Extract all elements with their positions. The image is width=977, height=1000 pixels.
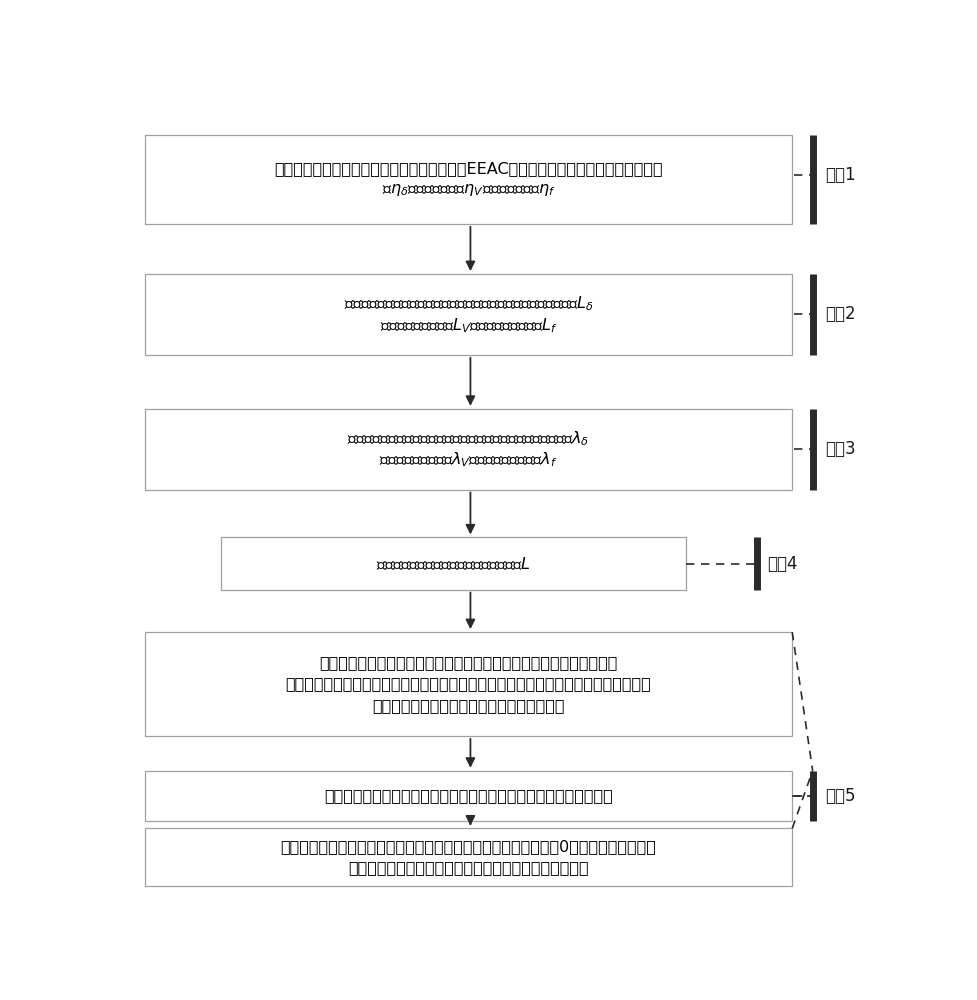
Bar — [145, 274, 792, 355]
Text: 计算多种稳定问题的矩阵式量化评价指标$L$: 计算多种稳定问题的矩阵式量化评价指标$L$ — [376, 555, 531, 572]
Bar — [145, 135, 792, 224]
Text: 根据多种稳定问题量化指标或多稳定问题影响因子矩阵选择控制措施: 根据多种稳定问题量化指标或多稳定问题影响因子矩阵选择控制措施 — [324, 788, 613, 803]
Bar — [145, 409, 792, 490]
Text: 案，并以目标函数最小确定最佳方案，直到系统安全稳定: 案，并以目标函数最小确定最佳方案，直到系统安全稳定 — [348, 861, 589, 876]
Bar — [145, 771, 792, 821]
Bar — [221, 537, 686, 590]
Text: 将相同类型的控制措施归为一类，在二维坐标轴上绘制各类控制措施的: 将相同类型的控制措施归为一类，在二维坐标轴上绘制各类控制措施的 — [319, 655, 617, 670]
Text: 度$\eta_{\delta}$，电压稳定裕度$\eta_V$，频率稳定裕度$\eta_f$: 度$\eta_{\delta}$，电压稳定裕度$\eta_V$，频率稳定裕度$\… — [382, 182, 555, 198]
Text: 、电压稳定量化指标$L_V$、频率稳定量化指标$L_f$: 、电压稳定量化指标$L_V$、频率稳定量化指标$L_f$ — [380, 316, 557, 335]
Text: 按照多种稳定问题控制措施优化排列顺序形成系统稳定裕度均大于0的交直流协调控制方: 按照多种稳定问题控制措施优化排列顺序形成系统稳定裕度均大于0的交直流协调控制方 — [280, 839, 657, 854]
Text: 步骤5: 步骤5 — [825, 787, 855, 805]
Text: 步骤2: 步骤2 — [825, 305, 856, 323]
Text: 功角点序列、电压点序列和频率点序列，利用最小二乘法对三个点序列进行分段线性拟: 功角点序列、电压点序列和频率点序列，利用最小二乘法对三个点序列进行分段线性拟 — [285, 677, 652, 692]
Text: 对典型扰动进行系统暂态稳定时域仿真，基于EEAC方法计算系统稳定裕度含功角稳定裕: 对典型扰动进行系统暂态稳定时域仿真，基于EEAC方法计算系统稳定裕度含功角稳定裕 — [275, 161, 662, 176]
Text: 合，求取控制措施的多稳定问题影响因子矩阵: 合，求取控制措施的多稳定问题影响因子矩阵 — [372, 698, 565, 713]
Bar — [145, 632, 792, 736]
Text: 步骤4: 步骤4 — [767, 555, 798, 573]
Text: 步骤3: 步骤3 — [825, 440, 856, 458]
Text: 、电压稳定权重系数$\lambda_V$、频率稳定权重系数$\lambda_f$: 、电压稳定权重系数$\lambda_V$、频率稳定权重系数$\lambda_f$ — [379, 451, 558, 469]
Text: 基于多种稳定问题稳定裕度的权重系数分别为功角稳定权重系数$\lambda_{\delta}$: 基于多种稳定问题稳定裕度的权重系数分别为功角稳定权重系数$\lambda_{\d… — [348, 429, 589, 448]
Text: 步骤1: 步骤1 — [825, 166, 856, 184]
Bar — [145, 828, 792, 886]
Text: 基于摄动方法获得的多种稳定问题量化指标，含功角稳定量化指标$L_{\delta}$: 基于摄动方法获得的多种稳定问题量化指标，含功角稳定量化指标$L_{\delta}… — [344, 294, 593, 313]
